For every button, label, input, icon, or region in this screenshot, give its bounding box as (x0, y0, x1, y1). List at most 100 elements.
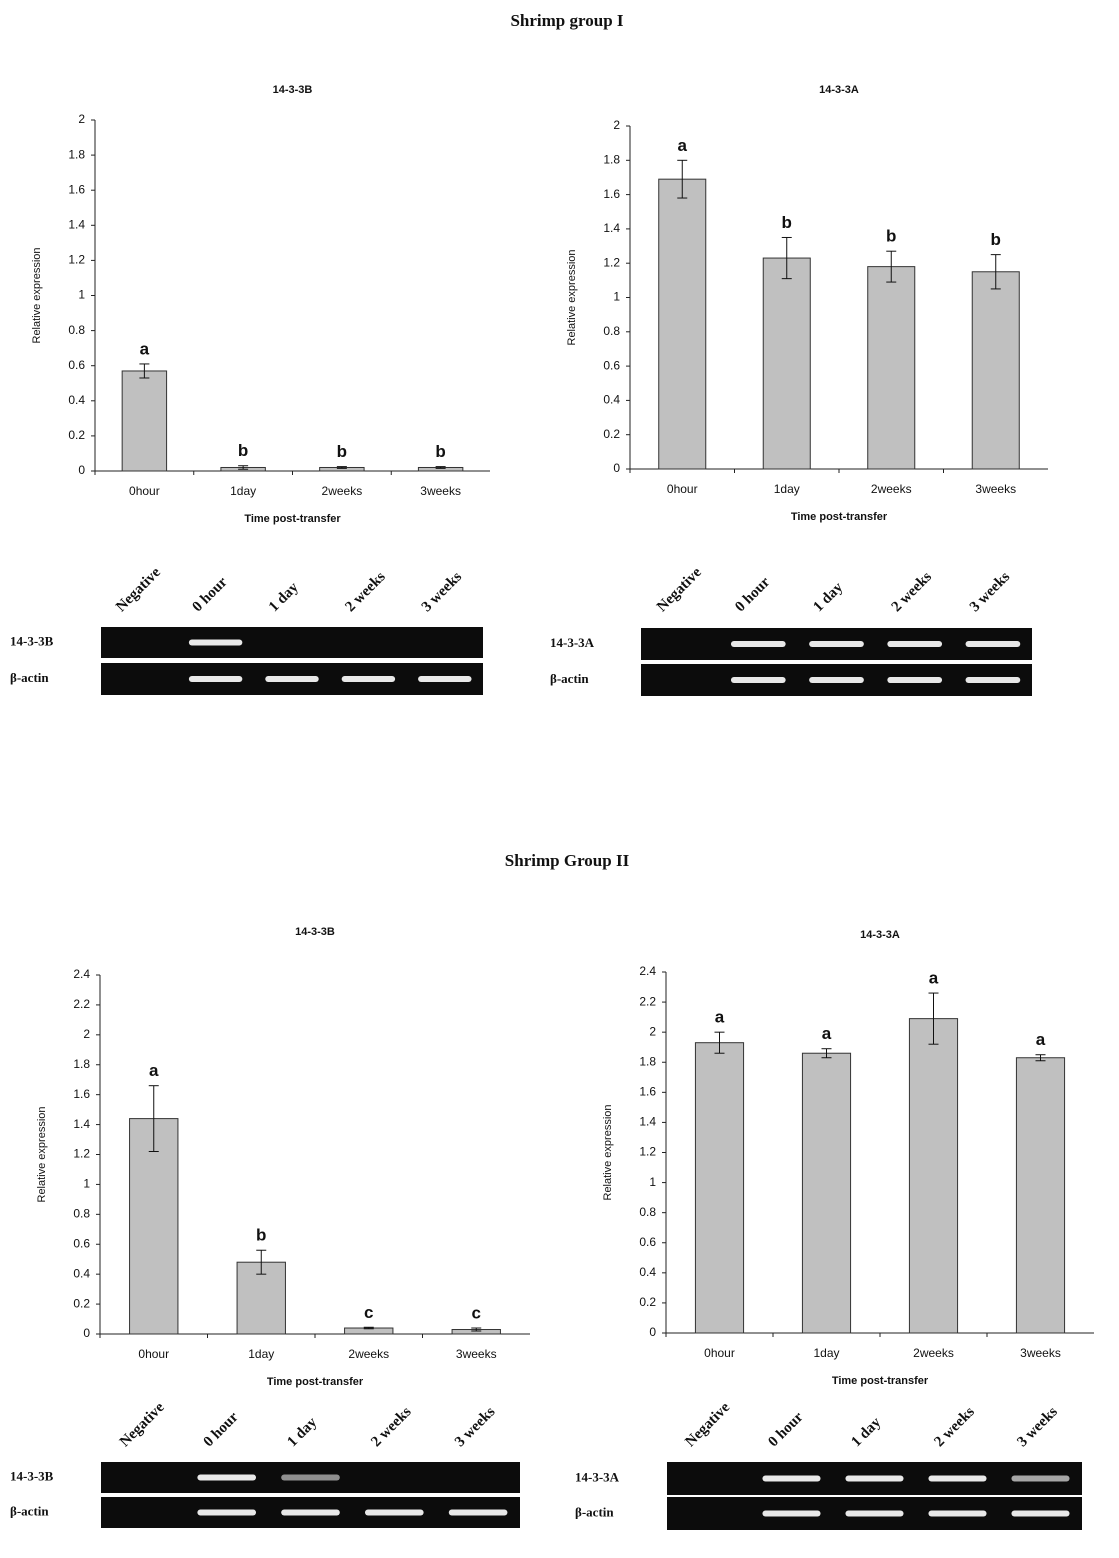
y-tick-label: 1.8 (603, 152, 620, 166)
y-tick-label: 1.4 (73, 1117, 90, 1131)
y-tick-label: 1.2 (603, 255, 620, 269)
chart-title: 14-3-3A (819, 84, 859, 96)
y-tick-label: 1.4 (639, 1115, 656, 1129)
y-tick-label: 1.8 (68, 147, 85, 161)
significance-letter: a (1036, 1030, 1046, 1049)
group-title: Shrimp Group II (505, 851, 630, 870)
y-tick-label: 0.6 (73, 1236, 90, 1250)
bar (908, 1018, 959, 1334)
lane-label: 0 hour (765, 1409, 806, 1450)
x-tick-label: 2weeks (871, 482, 912, 496)
bar (971, 271, 1020, 470)
y-tick-label: 1.6 (68, 182, 85, 196)
y-tick-label: 0.8 (603, 324, 620, 338)
y-tick-label: 0.6 (603, 358, 620, 372)
lane-label: 3 weeks (967, 569, 1013, 615)
y-tick-label: 0.4 (639, 1265, 656, 1279)
y-tick-label: 1.2 (73, 1147, 90, 1161)
x-tick-label: 2weeks (322, 484, 363, 498)
gel-band (418, 676, 472, 682)
y-tick-label: 0.8 (73, 1207, 90, 1221)
x-tick-label: 0hour (129, 484, 160, 498)
gel-row-label: β-actin (10, 670, 49, 685)
lane-label: 0 hour (190, 574, 231, 615)
y-tick-label: 2.4 (73, 967, 90, 981)
x-axis-label: Time post-transfer (267, 1376, 364, 1388)
y-tick-label: 0.2 (73, 1296, 90, 1310)
bar (694, 1042, 745, 1334)
x-tick-label: 1day (813, 1346, 839, 1360)
gel-band (281, 1474, 340, 1481)
y-tick-label: 1.6 (603, 187, 620, 201)
lane-label: 1 day (284, 1414, 320, 1450)
x-axis-label: Time post-transfer (832, 1375, 929, 1387)
y-tick-label: 2.2 (73, 997, 90, 1011)
gel-band (730, 641, 786, 647)
lane-label: Negative (682, 1399, 733, 1450)
gel-band (197, 1474, 257, 1481)
significance-letter: b (991, 230, 1001, 249)
gel-band (965, 677, 1021, 683)
gel-band (887, 677, 943, 683)
y-tick-label: 1.8 (639, 1054, 656, 1068)
significance-letter: a (715, 1008, 725, 1027)
x-tick-label: 3weeks (420, 484, 461, 498)
y-tick-label: 0.2 (68, 428, 85, 442)
gel-row-label: 14-3-3A (550, 635, 595, 650)
y-axis-label: Relative expression (31, 248, 43, 344)
y-tick-label: 2 (78, 112, 85, 126)
gel-row-label: 14-3-3B (10, 1468, 54, 1483)
significance-letter: b (886, 227, 896, 246)
gel-row-label: β-actin (10, 1503, 49, 1518)
y-axis-label: Relative expression (602, 1105, 614, 1201)
y-tick-label: 0 (83, 1326, 90, 1340)
significance-letter: b (337, 442, 347, 461)
significance-letter: a (140, 339, 150, 358)
y-axis-label: Relative expression (36, 1107, 48, 1203)
y-tick-label: 0 (613, 461, 620, 475)
y-tick-label: 0.8 (639, 1205, 656, 1219)
lane-label: 1 day (266, 579, 302, 615)
gel-band (809, 677, 864, 683)
gel-band (188, 639, 243, 646)
gel-row-label: β-actin (550, 671, 589, 686)
gel-band (197, 1509, 257, 1516)
gel-band (928, 1510, 987, 1517)
gel-band (341, 676, 396, 682)
y-tick-label: 2 (649, 1024, 656, 1038)
gel-row-label: 14-3-3A (575, 1469, 620, 1484)
gel-band (845, 1510, 904, 1517)
chart-title: 14-3-3B (273, 84, 313, 96)
y-tick-label: 2 (83, 1027, 90, 1041)
lane-label: 3 weeks (1014, 1404, 1060, 1450)
gel-band (762, 1475, 821, 1482)
y-tick-label: 1.4 (603, 221, 620, 235)
bar (1015, 1057, 1066, 1334)
x-tick-label: 3weeks (456, 1347, 497, 1361)
significance-letter: a (822, 1024, 832, 1043)
y-tick-label: 0 (649, 1325, 656, 1339)
y-tick-label: 0.6 (639, 1235, 656, 1249)
y-tick-label: 1.4 (68, 217, 85, 231)
y-tick-label: 1.2 (68, 253, 85, 267)
gel-band (364, 1509, 424, 1516)
y-tick-label: 1.2 (639, 1145, 656, 1159)
y-tick-label: 1.6 (639, 1085, 656, 1099)
y-axis-label: Relative expression (566, 250, 578, 346)
lane-label: 2 weeks (931, 1404, 977, 1450)
gel-row-label: β-actin (575, 1504, 614, 1519)
significance-letter: a (678, 136, 688, 155)
y-tick-label: 2.2 (639, 994, 656, 1008)
gel-band (845, 1475, 904, 1482)
x-tick-label: 0hour (667, 482, 698, 496)
lane-label: 0 hour (732, 574, 773, 615)
gel-band (762, 1510, 821, 1517)
gel-band (887, 641, 943, 647)
gel-band (928, 1475, 987, 1482)
lane-label: 3 weeks (419, 569, 465, 615)
y-tick-label: 0 (78, 463, 85, 477)
y-tick-label: 2.4 (639, 964, 656, 978)
x-tick-label: 0hour (138, 1347, 169, 1361)
y-tick-label: 0.6 (68, 358, 85, 372)
gel-band (809, 641, 864, 647)
